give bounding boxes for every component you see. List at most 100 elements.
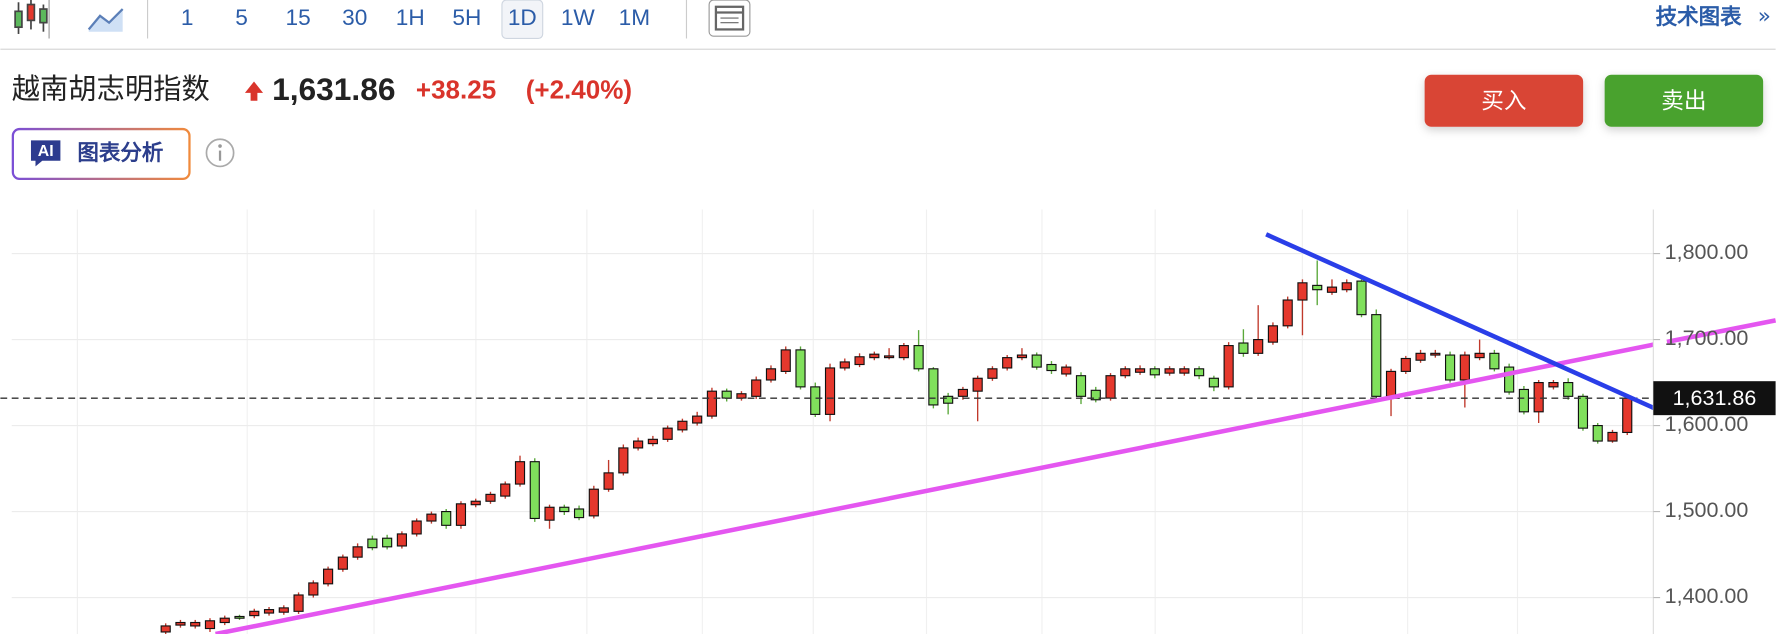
candle-body (1238, 342, 1249, 354)
candle (219, 615, 230, 626)
candle-body (1090, 389, 1101, 401)
candle-body (1267, 325, 1279, 343)
tech-chart-link[interactable]: 技术图表 (1656, 5, 1743, 30)
candle-body (573, 508, 585, 519)
interval-button[interactable]: 5 (235, 5, 248, 30)
candle-body (618, 447, 629, 474)
candle-body (1223, 345, 1234, 388)
candle (780, 346, 791, 374)
candle-body (1194, 368, 1205, 377)
candle (1444, 351, 1456, 383)
candle-body (500, 483, 511, 497)
candle (913, 330, 924, 372)
candle (396, 531, 407, 549)
y-tick-label: 1,400.00 (1665, 584, 1749, 608)
candle-body (322, 568, 334, 585)
candle-body (367, 538, 378, 549)
interval-button[interactable]: 5H (452, 5, 481, 30)
candle-body (529, 461, 540, 520)
candle (898, 343, 909, 361)
candle-body (559, 506, 570, 513)
candle (352, 543, 363, 560)
candle-body (1444, 354, 1456, 381)
candle-body (721, 390, 732, 399)
candle-body (1592, 425, 1603, 442)
interval-button[interactable]: 15 (286, 5, 311, 30)
candle-body (706, 390, 718, 417)
candle-body (514, 461, 526, 485)
interval-button[interactable]: 30 (342, 5, 367, 30)
candle (765, 365, 777, 383)
candle (839, 358, 850, 371)
candle-body (441, 511, 452, 526)
ai-analysis-button[interactable]: AI 图表分析 (11, 127, 191, 181)
candle (514, 455, 526, 487)
more-arrow[interactable]: » (1758, 4, 1771, 29)
candle-body (1489, 352, 1500, 370)
candle (1577, 393, 1589, 431)
change-percent: (+2.40%) (526, 75, 632, 105)
candle (677, 418, 688, 433)
candle (1002, 355, 1013, 371)
candle (544, 504, 555, 529)
candle-body (1016, 354, 1028, 359)
candle (1194, 366, 1205, 380)
interval-button[interactable]: 1W (561, 5, 596, 30)
ai-label[interactable]: 图表分析 (77, 141, 163, 166)
buy-button[interactable]: 买入 (1424, 74, 1584, 127)
candle-body (234, 615, 245, 619)
candle-body (411, 520, 422, 535)
candle-icon[interactable] (14, 0, 48, 34)
interval-button[interactable]: 1D (508, 5, 537, 30)
candle (1149, 366, 1160, 379)
candle-body (544, 506, 555, 521)
interval-button[interactable]: 1M (619, 5, 650, 30)
candle-body (219, 617, 230, 624)
candle-body (1474, 352, 1485, 359)
candle (1474, 339, 1485, 361)
candle (1592, 422, 1603, 444)
y-tick-label: 1,600.00 (1665, 412, 1749, 436)
candle (1134, 365, 1146, 375)
selected-interval-box (501, 0, 544, 40)
candle-body (352, 546, 363, 558)
candle (943, 392, 954, 415)
candle (1312, 260, 1323, 306)
layout-icon[interactable] (708, 0, 751, 37)
candle-body (455, 503, 467, 526)
info-icon[interactable] (205, 138, 235, 168)
candle (1090, 386, 1101, 403)
candle-body (1134, 368, 1146, 373)
area-icon[interactable] (87, 8, 124, 32)
candle-body (175, 621, 186, 626)
buy-label[interactable]: 买入 (1481, 88, 1526, 114)
sell-button[interactable]: 卖出 (1604, 74, 1764, 127)
change: +38.25 (416, 75, 496, 105)
candle (337, 554, 348, 572)
candle (1164, 366, 1175, 376)
header: 越南胡志明指数 1,631.86 +38.25 (+2.40%) 买入 卖出 A… (11, 71, 1764, 181)
resistance-trendline (1265, 232, 1654, 411)
candle-body (1415, 352, 1426, 361)
candle (751, 376, 762, 399)
candle (367, 535, 378, 551)
candle (1459, 351, 1470, 408)
candle (588, 485, 599, 519)
candle (1415, 349, 1426, 363)
candle (1504, 363, 1515, 395)
candle-body (1504, 366, 1515, 393)
candle-body (1105, 375, 1116, 399)
candle-body (736, 393, 747, 399)
candle-body (943, 395, 954, 404)
candle (1385, 368, 1397, 417)
candle (470, 498, 481, 508)
interval-button[interactable]: 1 (181, 5, 194, 30)
candle-body (869, 353, 880, 359)
candle-body (1312, 284, 1323, 291)
interval-button[interactable]: 1H (396, 5, 425, 30)
sell-label[interactable]: 卖出 (1661, 88, 1706, 114)
candle-body (633, 440, 644, 449)
candle (426, 511, 437, 524)
candle (869, 351, 880, 361)
